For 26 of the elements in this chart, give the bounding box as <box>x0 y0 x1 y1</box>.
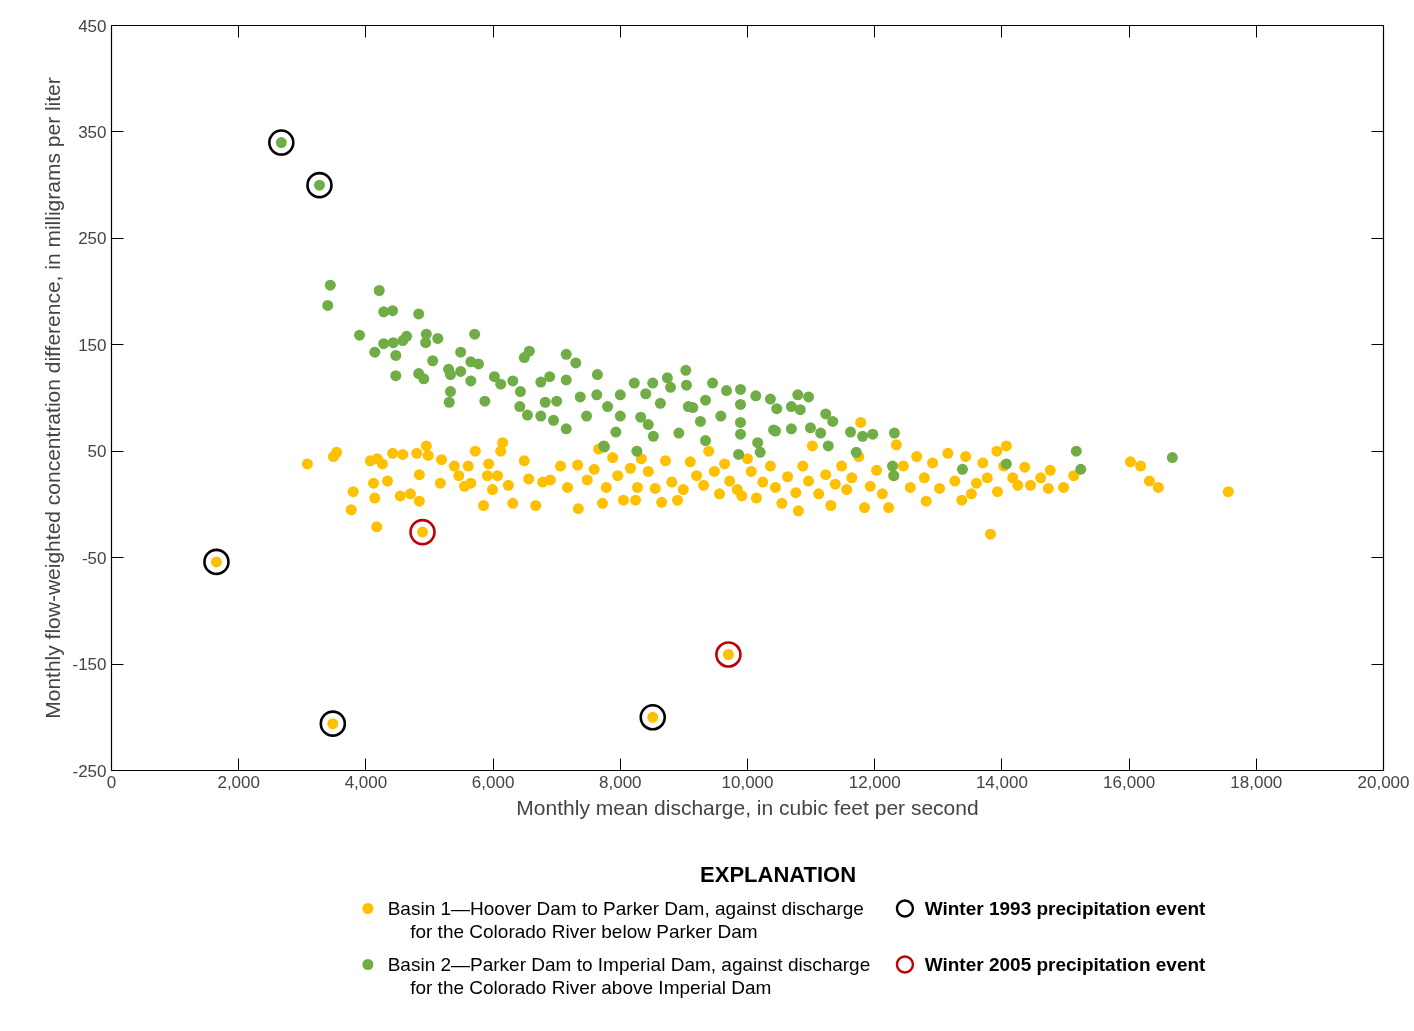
legend-label: Winter 2005 precipitation event <box>924 954 1207 975</box>
x-tick-label: 8,000 <box>599 772 642 792</box>
y-tick-label: -50 <box>81 548 107 568</box>
x-tick-label: 6,000 <box>471 772 515 792</box>
x-tick-label: 10,000 <box>721 772 774 792</box>
x-tick-label: 4,000 <box>344 772 388 792</box>
x-tick-label: 18,000 <box>1230 772 1283 792</box>
y-tick-label: 450 <box>78 16 107 36</box>
y-tick-label: -250 <box>72 761 107 781</box>
x-tick-label: 14,000 <box>975 772 1028 792</box>
y-axis-title: Monthly flow-weighted concentration difference, in milligrams per liter <box>41 77 65 719</box>
x-tick-label: 16,000 <box>1103 772 1156 792</box>
y-tick-label: 350 <box>78 122 107 142</box>
y-tick-label: -150 <box>72 655 107 675</box>
x-tick-label: 2,000 <box>217 772 260 792</box>
legend-label: Winter 1993 precipitation event <box>924 898 1207 919</box>
y-tick-label: 150 <box>78 335 107 355</box>
x-tick-label: 0 <box>106 772 117 792</box>
legend-label: Basin 2—Parker Dam to Imperial Dam, against discharge for the Colorado River above Imperial Dam <box>387 954 871 998</box>
x-axis-title: Monthly mean discharge, in cubic feet per second <box>516 795 979 819</box>
y-tick-label: 50 <box>87 442 107 462</box>
x-tick-label: 12,000 <box>848 772 901 792</box>
legend-label: Basin 1—Hoover Dam to Parker Dam, against discharge for the Colorado River below Parker Dam <box>387 898 864 942</box>
legend-title: EXPLANATION <box>700 862 857 887</box>
x-tick-label: 20,000 <box>1357 772 1410 792</box>
y-tick-label: 250 <box>78 229 107 249</box>
